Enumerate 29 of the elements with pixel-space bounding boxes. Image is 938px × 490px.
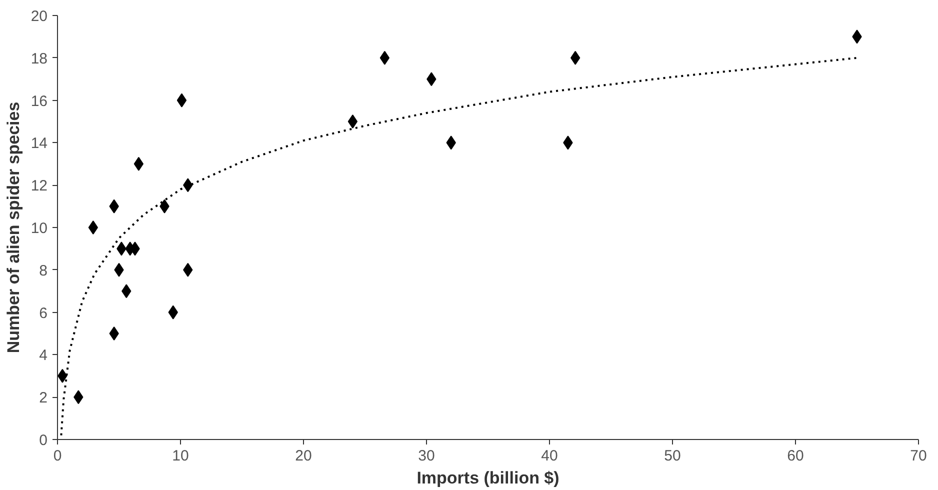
point <box>134 156 144 171</box>
x-tick-label: 70 <box>910 448 927 464</box>
point <box>570 50 580 65</box>
y-tick-label: 6 <box>39 304 48 322</box>
point <box>380 50 390 65</box>
x-axis-title: Imports (billion $) <box>416 468 560 488</box>
y-tick-label: 0 <box>39 432 48 449</box>
point <box>109 326 119 340</box>
x-tick-label: 10 <box>172 448 189 464</box>
y-axis-title: Number of alien spider species <box>4 102 23 354</box>
y-tick-label: 8 <box>39 262 48 280</box>
y-tick-label: 2 <box>39 390 48 407</box>
point <box>88 220 98 234</box>
y-tick-label: 12 <box>30 178 48 195</box>
line-series <box>60 56 858 436</box>
y-tick-label: 16 <box>30 92 48 110</box>
y-tick-label: 20 <box>30 8 48 25</box>
y-tick-label: 4 <box>39 347 48 364</box>
x-tick-label: 20 <box>295 448 312 464</box>
y-tick-label: 10 <box>30 220 48 237</box>
y-tick-label: 18 <box>30 50 48 68</box>
point <box>348 114 358 128</box>
x-tick-label: 40 <box>541 448 558 464</box>
y-tick-label: 14 <box>30 135 48 152</box>
x-tick-label: 50 <box>664 448 681 464</box>
point <box>176 93 187 108</box>
x-tick-label: 0 <box>53 448 62 464</box>
x-tick-label: 60 <box>787 448 804 464</box>
x-tick-label: 30 <box>418 448 435 464</box>
